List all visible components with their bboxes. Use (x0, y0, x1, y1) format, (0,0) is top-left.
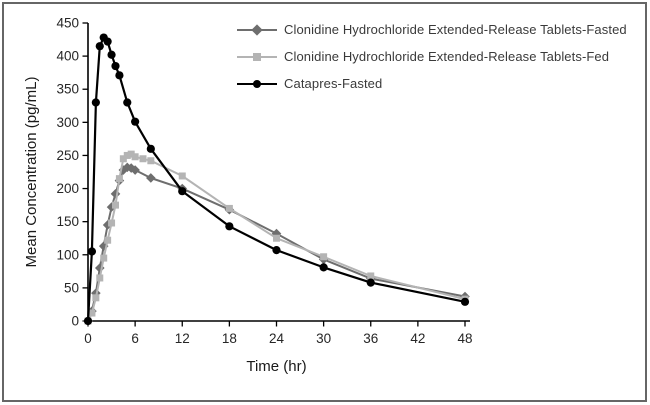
circle-marker-icon (123, 98, 132, 107)
legend-item-catapres: Catapres-Fasted (237, 74, 627, 93)
circle-marker-icon (272, 246, 281, 255)
square-marker-icon (127, 150, 135, 158)
circle-marker-icon (460, 297, 470, 306)
diamond-marker-icon (110, 189, 121, 199)
circle-marker-icon (225, 222, 234, 231)
legend-swatch (237, 51, 277, 63)
legend-label: Catapres-Fasted (284, 76, 383, 91)
x-tick-label: 42 (410, 331, 425, 346)
square-marker-icon (88, 309, 96, 317)
square-marker-icon (115, 175, 123, 183)
square-marker-icon (96, 274, 104, 282)
square-marker-icon (367, 272, 375, 280)
circle-marker-icon (111, 61, 120, 71)
square-marker-icon (123, 151, 131, 159)
square-marker-icon (320, 253, 328, 261)
legend-label: Clonidine Hydrochloride Extended-Release… (284, 22, 627, 37)
y-tick-label: 100 (56, 247, 79, 262)
diamond-marker-icon (130, 165, 140, 175)
legend-item-er-fed: Clonidine Hydrochloride Extended-Release… (237, 47, 627, 66)
circle-marker-icon (103, 37, 112, 46)
square-marker-icon (111, 201, 119, 209)
circle-marker-icon (178, 187, 187, 196)
diamond-marker-icon (146, 173, 156, 183)
circle-marker-icon (107, 50, 116, 59)
series-square (84, 150, 469, 325)
square-marker-icon (108, 219, 116, 227)
x-tick-label: 24 (269, 331, 285, 346)
circle-marker-icon (95, 42, 104, 51)
x-tick-label: 6 (131, 331, 139, 346)
y-tick-label: 250 (56, 148, 79, 163)
y-tick-label: 300 (56, 115, 79, 130)
series-line (87, 166, 466, 322)
legend-label: Clonidine Hydrochloride Extended-Release… (284, 49, 610, 64)
circle-marker-icon (253, 79, 261, 88)
circle-marker-icon (319, 263, 328, 272)
y-tick-label: 0 (71, 314, 79, 329)
square-marker-icon (253, 52, 261, 61)
x-axis-title: Time (hr) (246, 358, 306, 375)
circle-marker-icon (83, 316, 93, 326)
y-tick-label: 200 (56, 181, 79, 196)
square-marker-icon (178, 172, 186, 180)
y-tick-label: 400 (56, 49, 79, 64)
circle-marker-icon (366, 278, 375, 287)
circle-marker-icon (91, 98, 100, 107)
diamond-marker-icon (251, 23, 263, 36)
series-circle (83, 33, 470, 326)
x-tick-label: 0 (84, 331, 92, 346)
x-tick-label: 36 (363, 331, 378, 346)
x-tick-label: 12 (175, 331, 190, 346)
circle-marker-icon (115, 71, 124, 80)
square-marker-icon (225, 204, 233, 212)
circle-marker-icon (87, 247, 97, 256)
legend-swatch (237, 23, 277, 36)
x-tick-label: 48 (457, 331, 472, 346)
x-tick-label: 30 (316, 331, 331, 346)
square-marker-icon (147, 157, 155, 165)
square-marker-icon (131, 153, 139, 161)
square-marker-icon (139, 155, 147, 163)
series-diamond (83, 162, 470, 326)
legend: Clonidine Hydrochloride Extended-Release… (237, 20, 627, 101)
square-marker-icon (100, 254, 108, 262)
y-tick-label: 450 (56, 16, 79, 31)
circle-marker-icon (146, 144, 155, 153)
axes: 0 50 100 150 200 250 300 350 400 450 0 6 12 18 24 30 36 4… (56, 16, 472, 347)
square-marker-icon (92, 294, 100, 302)
y-tick-label: 350 (56, 82, 79, 97)
series-line (86, 36, 466, 322)
circle-marker-icon (131, 117, 140, 126)
legend-item-er-fasted: Clonidine Hydrochloride Extended-Release… (237, 20, 627, 39)
legend-swatch (237, 78, 277, 90)
square-marker-icon (104, 236, 112, 244)
square-marker-icon (119, 155, 127, 163)
square-marker-icon (273, 234, 280, 242)
x-tick-label: 18 (222, 331, 237, 346)
y-axis-title: Mean Concentration (pg/mL) (23, 77, 40, 268)
y-tick-label: 150 (56, 214, 79, 229)
y-tick-label: 50 (64, 280, 79, 295)
